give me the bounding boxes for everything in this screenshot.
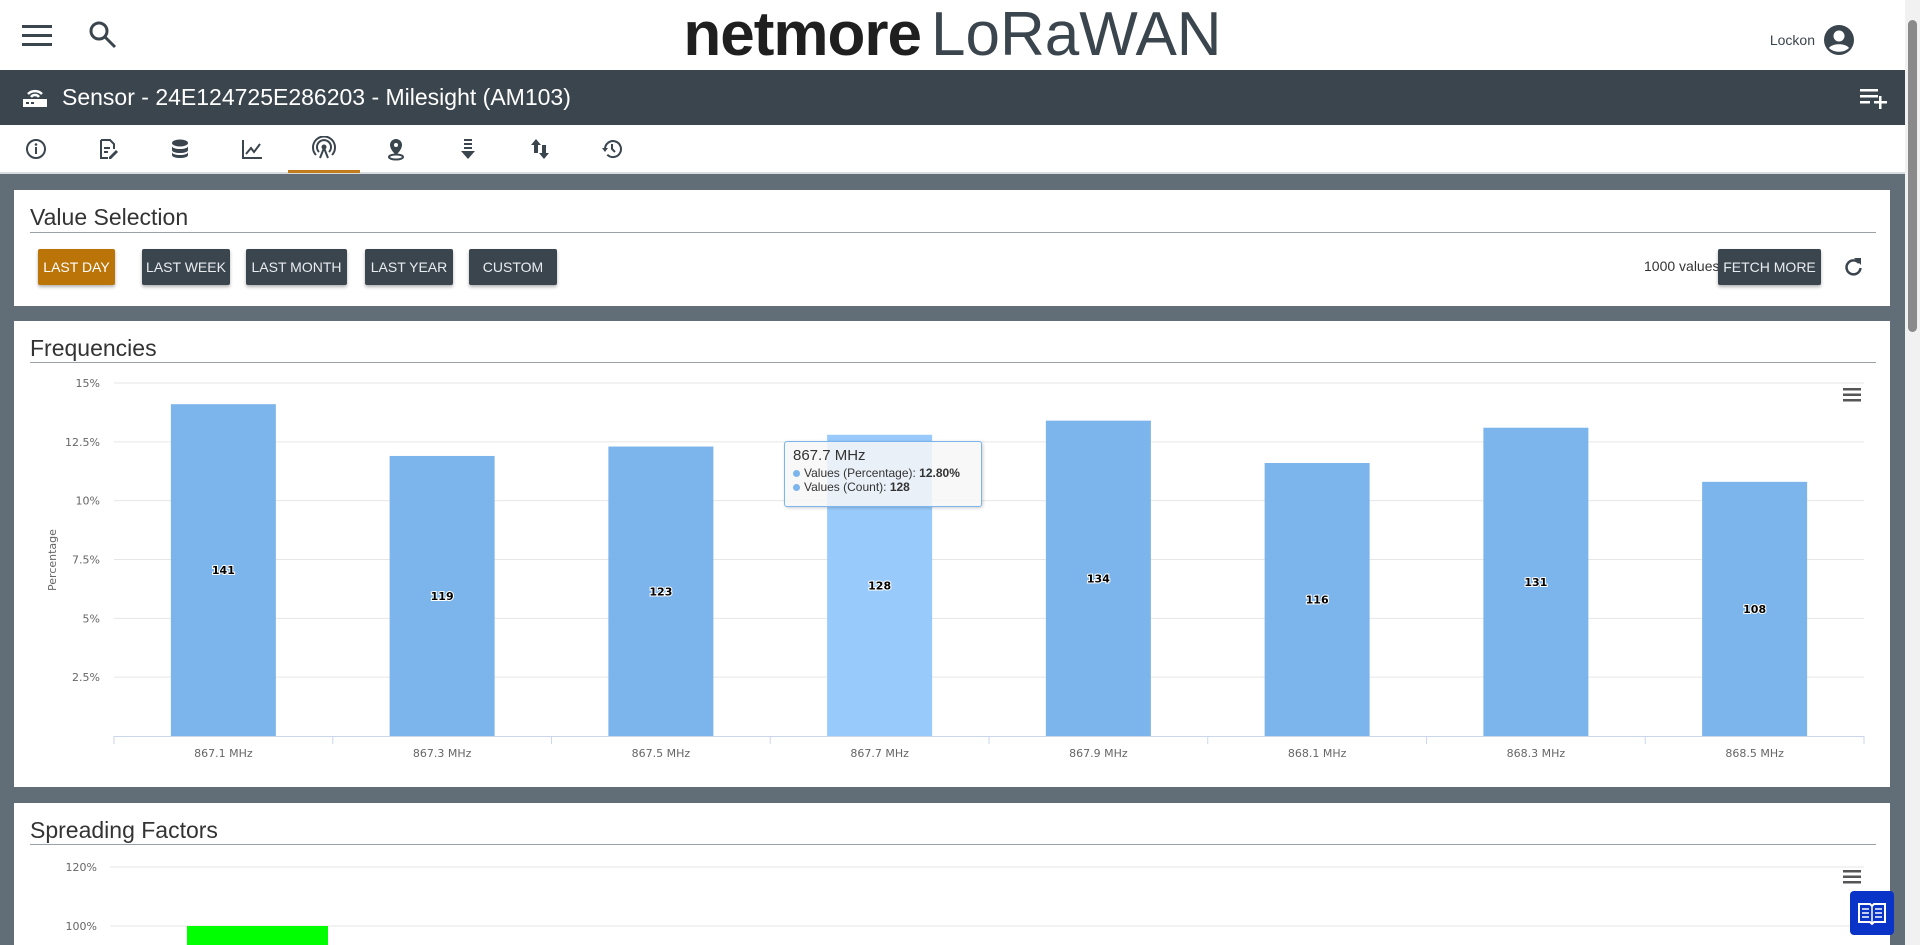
logo-light: LoRaWAN <box>931 0 1222 69</box>
top-header: netmore LoRaWAN Lockon <box>0 0 1905 70</box>
y-tick-label: 100% <box>66 920 97 933</box>
book-icon <box>1858 903 1886 925</box>
page-title: Sensor - 24E124725E286203 - Milesight (A… <box>62 84 571 110</box>
bar <box>1483 427 1589 736</box>
bar <box>608 446 714 736</box>
values-count: 1000 values <box>1644 258 1720 274</box>
user-name: Lockon <box>1769 32 1815 48</box>
tooltip-value: 128 <box>889 480 910 494</box>
tab-edit[interactable] <box>72 125 144 173</box>
fetch-more-button[interactable]: FETCH MORE <box>1718 249 1821 285</box>
spreading-factors-card: Spreading Factors <box>14 803 1890 945</box>
tooltip-line: Values (Percentage): 12.80% <box>793 466 973 480</box>
bar <box>1045 420 1151 736</box>
up-down-arrows-icon <box>531 139 549 159</box>
scrollbar-thumb[interactable] <box>1908 20 1917 332</box>
last-month-button[interactable]: LAST MONTH <box>246 249 347 285</box>
y-tick-label: 12.5% <box>65 436 100 449</box>
bar <box>1702 481 1808 736</box>
y-tick-label: 15% <box>76 377 100 390</box>
tooltip-label: Values (Count): <box>804 480 890 494</box>
database-icon <box>172 139 188 158</box>
card-title: Frequencies <box>30 335 157 361</box>
tooltip-label: Values (Percentage): <box>804 466 920 480</box>
tab-data[interactable] <box>144 125 216 173</box>
bar <box>187 926 328 945</box>
x-tick-label: 867.5 MHz <box>632 747 691 760</box>
tooltip-title: 867.7 MHz <box>793 447 866 464</box>
scrollbar[interactable] <box>1905 0 1920 945</box>
last-day-button[interactable]: LAST DAY <box>38 249 115 285</box>
custom-button[interactable]: CUSTOM <box>469 249 557 285</box>
history-icon <box>602 140 622 159</box>
tab-history[interactable] <box>576 125 648 173</box>
refresh-icon[interactable] <box>1842 256 1864 283</box>
data-label: 128 <box>868 579 891 592</box>
router-icon <box>22 85 48 114</box>
x-tick-label: 867.3 MHz <box>413 747 472 760</box>
y-tick-label: 5% <box>83 612 100 625</box>
x-tick-label: 867.9 MHz <box>1069 747 1128 760</box>
x-tick-label: 868.3 MHz <box>1507 747 1566 760</box>
divider <box>30 232 1876 233</box>
device-title-bar: Sensor - 24E124725E286203 - Milesight (A… <box>0 70 1905 125</box>
bar <box>389 455 495 736</box>
user-menu[interactable]: Lockon <box>1770 24 1855 56</box>
data-label: 141 <box>212 564 235 577</box>
help-book-button[interactable] <box>1850 891 1894 935</box>
card-title: Spreading Factors <box>30 817 218 843</box>
edit-document-icon <box>100 139 118 159</box>
menu-icon[interactable] <box>22 24 52 51</box>
logo-bold: netmore <box>683 0 922 69</box>
x-tick-label: 867.1 MHz <box>194 747 253 760</box>
line-chart-icon <box>242 140 262 159</box>
x-tick-label: 868.1 MHz <box>1288 747 1347 760</box>
y-tick-label: 2.5% <box>72 671 100 684</box>
last-year-button[interactable]: LAST YEAR <box>365 249 453 285</box>
add-to-list-icon[interactable] <box>1860 87 1888 114</box>
chart-tooltip: 867.7 MHz Values (Percentage): 12.80% Va… <box>784 441 982 507</box>
download-list-icon <box>461 139 475 159</box>
tab-radio[interactable] <box>288 125 360 173</box>
data-label: 131 <box>1524 576 1547 589</box>
bar <box>1264 463 1370 736</box>
netmore-logo: netmore LoRaWAN <box>0 2 1905 68</box>
tab-traffic[interactable] <box>504 125 576 173</box>
data-label: 116 <box>1306 594 1329 607</box>
tooltip-value: 12.80% <box>919 466 960 480</box>
card-title: Value Selection <box>30 204 189 230</box>
search-icon[interactable] <box>88 20 118 55</box>
x-tick-label: 867.7 MHz <box>850 747 909 760</box>
divider <box>30 844 1876 845</box>
info-icon <box>26 139 46 159</box>
tab-downlink[interactable] <box>432 125 504 173</box>
chart-menu-icon[interactable] <box>1843 870 1861 889</box>
y-axis-title: Percentage <box>46 529 59 591</box>
antenna-icon <box>312 135 336 158</box>
tab-chart[interactable] <box>216 125 288 173</box>
tab-bar <box>0 125 1905 174</box>
x-tick-label: 868.5 MHz <box>1725 747 1784 760</box>
y-tick-label: 10% <box>76 495 100 508</box>
account-circle-icon <box>1824 25 1854 55</box>
location-pin-icon <box>388 139 404 161</box>
tab-info[interactable] <box>0 125 72 173</box>
data-label: 108 <box>1743 603 1766 616</box>
data-label: 119 <box>431 590 454 603</box>
tooltip-line: Values (Count): 128 <box>793 480 973 494</box>
y-tick-label: 120% <box>66 861 97 874</box>
y-tick-label: 7.5% <box>72 554 100 567</box>
chart-menu-icon[interactable] <box>1843 388 1861 407</box>
last-week-button[interactable]: LAST WEEK <box>142 249 230 285</box>
value-selection-card: Value Selection LAST DAY LAST WEEK LAST … <box>14 190 1890 306</box>
data-label: 123 <box>649 585 672 598</box>
divider <box>30 362 1876 363</box>
bar <box>170 404 276 736</box>
tab-location[interactable] <box>360 125 432 173</box>
data-label: 134 <box>1087 572 1110 585</box>
